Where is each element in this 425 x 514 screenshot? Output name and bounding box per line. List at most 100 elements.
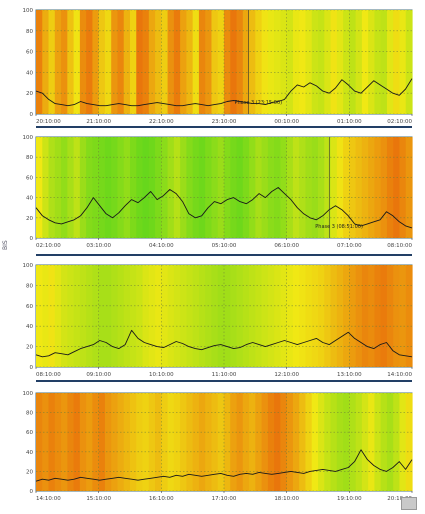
- y-tick-label: 0: [30, 489, 34, 495]
- heat-band: [386, 137, 394, 238]
- y-tick-label: 40: [26, 196, 33, 202]
- heat-band: [242, 10, 250, 114]
- x-tick-label: 08:10:00: [36, 372, 61, 378]
- heat-band: [349, 265, 357, 367]
- heat-band: [186, 393, 194, 491]
- y-tick-label: 40: [26, 450, 33, 456]
- heat-band: [242, 137, 250, 238]
- heat-band: [205, 265, 213, 367]
- heat-band: [274, 393, 281, 491]
- heat-band: [173, 10, 181, 114]
- x-tick-label: 01:10:00: [337, 119, 362, 125]
- heat-band: [274, 10, 281, 114]
- heat-band: [324, 265, 332, 367]
- heat-band: [236, 393, 244, 491]
- heat-band: [261, 137, 269, 238]
- heat-band: [292, 265, 300, 367]
- heat-band: [86, 10, 93, 114]
- heat-band: [198, 137, 206, 238]
- heat-band: [286, 265, 294, 367]
- heat-band: [267, 10, 275, 114]
- heat-band: [355, 137, 363, 238]
- heat-band: [136, 137, 144, 238]
- heat-band: [86, 265, 93, 367]
- heat-band: [161, 265, 169, 367]
- heat-band: [292, 393, 300, 491]
- heat-band: [148, 10, 156, 114]
- heat-band: [217, 265, 225, 367]
- heat-band: [343, 265, 350, 367]
- heat-band: [54, 10, 62, 114]
- x-tick-label: 13:10:00: [337, 372, 362, 378]
- heat-band: [380, 393, 388, 491]
- heat-band: [261, 393, 269, 491]
- heat-band: [61, 265, 68, 367]
- heat-band: [368, 265, 375, 367]
- heat-band: [211, 393, 219, 491]
- y-tick-label: 80: [26, 283, 33, 289]
- x-tick-label: 15:10:00: [86, 496, 111, 502]
- heat-band: [336, 265, 344, 367]
- heat-band: [73, 393, 81, 491]
- heat-band: [274, 265, 281, 367]
- heat-band: [305, 137, 313, 238]
- annotation-label: Phase 3 (23:15:00): [234, 100, 282, 106]
- x-tick-label: 12:10:00: [274, 372, 299, 378]
- heat-band: [167, 10, 175, 114]
- heat-band: [67, 393, 75, 491]
- heat-band: [261, 10, 269, 114]
- heat-band: [318, 265, 325, 367]
- heat-band: [299, 137, 307, 238]
- heat-band: [48, 10, 56, 114]
- chart-panel-1: 0 20 40 60 80 100 20:10:00 21:10:00 22:10:00 23:1…: [23, 8, 413, 125]
- heat-band: [48, 137, 56, 238]
- heat-band: [386, 10, 394, 114]
- y-tick-label: 60: [26, 304, 33, 310]
- heat-band: [261, 265, 269, 367]
- heat-band: [286, 10, 294, 114]
- heat-band: [299, 265, 307, 367]
- corner-badge[interactable]: [401, 497, 417, 510]
- heat-band: [280, 393, 288, 491]
- y-tick-label: 40: [26, 324, 33, 330]
- heat-band: [393, 10, 401, 114]
- x-tick-label: 14:10:00: [36, 496, 61, 502]
- heat-band: [123, 137, 131, 238]
- series-line: [35, 78, 413, 107]
- heat-band: [217, 10, 225, 114]
- y-tick-label: 20: [26, 91, 33, 97]
- heat-band: [343, 10, 350, 114]
- heat-band: [393, 393, 401, 491]
- heat-band: [374, 137, 382, 238]
- heat-band: [255, 10, 263, 114]
- heat-band: [230, 10, 238, 114]
- series-line: [35, 449, 413, 482]
- heat-band: [92, 393, 100, 491]
- heat-band: [343, 137, 350, 238]
- heat-band: [349, 10, 357, 114]
- x-tick-label: 14:10:00: [387, 372, 412, 378]
- heat-band: [42, 265, 50, 367]
- heat-band: [186, 265, 194, 367]
- heat-band: [224, 265, 231, 367]
- heat-band: [217, 393, 225, 491]
- heat-band: [111, 137, 119, 238]
- heat-band: [67, 10, 75, 114]
- heat-band: [336, 393, 344, 491]
- chart-panel-3: 0 20 40 60 80 100 08:10:00 09:10:00 10:10:00 11:1…: [23, 263, 413, 378]
- heat-band: [386, 393, 394, 491]
- heat-band: [242, 265, 250, 367]
- x-tick-label: 16:10:00: [149, 496, 174, 502]
- heat-band: [286, 137, 294, 238]
- x-tick-label: 02:10:00: [36, 243, 61, 249]
- heat-band: [161, 10, 169, 114]
- heat-band: [267, 393, 275, 491]
- heat-band: [36, 393, 43, 491]
- y-tick-label: 100: [23, 8, 34, 14]
- heat-band: [42, 10, 50, 114]
- heat-band: [361, 137, 369, 238]
- x-tick-label: 06:10:00: [274, 243, 299, 249]
- heat-band: [42, 137, 50, 238]
- y-tick-label: 80: [26, 411, 33, 417]
